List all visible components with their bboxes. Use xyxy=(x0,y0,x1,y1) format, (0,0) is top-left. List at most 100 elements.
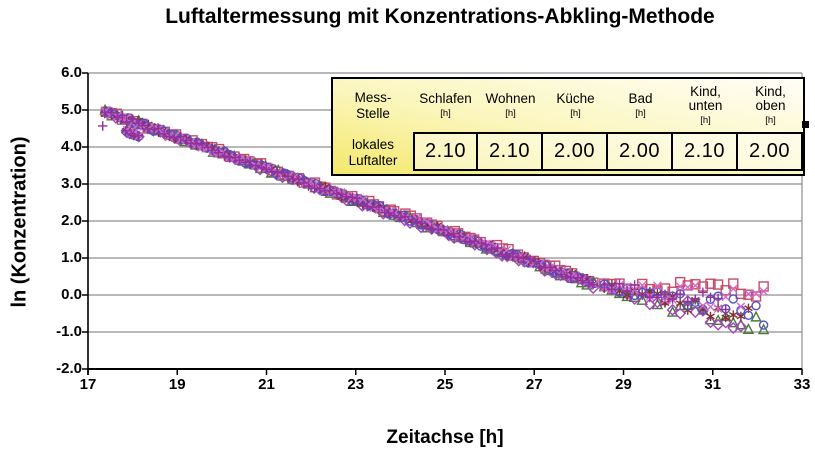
data-point xyxy=(622,286,632,296)
data-point xyxy=(502,251,513,262)
data-point xyxy=(336,189,347,200)
data-point xyxy=(728,284,738,294)
data-point xyxy=(261,164,272,175)
table-col-unit: [h] xyxy=(440,107,451,119)
data-point xyxy=(383,208,394,218)
data-point xyxy=(469,236,480,246)
data-point xyxy=(734,320,747,333)
table-col-name: Wohnen xyxy=(485,91,536,107)
data-point xyxy=(389,210,399,221)
data-point xyxy=(674,307,687,320)
data-point xyxy=(705,278,716,289)
data-point xyxy=(422,217,432,226)
data-point xyxy=(660,289,670,300)
data-point xyxy=(713,304,723,314)
data-point xyxy=(614,279,625,289)
table-col-unit: [h] xyxy=(505,107,516,119)
data-point xyxy=(508,248,518,259)
data-point xyxy=(682,280,693,291)
data-point xyxy=(407,215,417,225)
data-point xyxy=(128,114,138,125)
x-tick-label: 27 xyxy=(525,376,543,393)
data-point xyxy=(675,289,685,299)
table-col-name: Kind, oben xyxy=(755,83,786,114)
table-col-name: Küche xyxy=(556,91,595,107)
data-point xyxy=(324,186,335,196)
table-corner-line2: Stelle xyxy=(356,105,390,121)
data-point xyxy=(497,249,508,260)
data-point xyxy=(704,316,717,329)
y-tick-label: 3.0 xyxy=(61,175,82,192)
data-point xyxy=(758,281,769,292)
table-col-name: Bad xyxy=(628,91,653,107)
data-point xyxy=(636,293,649,305)
x-tick-label: 21 xyxy=(258,376,275,393)
data-point xyxy=(728,294,738,304)
data-point xyxy=(759,287,768,296)
data-point xyxy=(283,171,293,181)
data-point xyxy=(191,138,202,149)
data-point xyxy=(706,311,715,322)
data-point xyxy=(751,300,761,311)
table-value-cell: 2.10 xyxy=(413,132,478,171)
data-point xyxy=(486,244,497,255)
data-point xyxy=(332,188,342,199)
data-point xyxy=(219,151,230,161)
x-tick-label: 23 xyxy=(347,376,365,393)
data-point xyxy=(744,289,753,299)
data-point xyxy=(374,202,384,212)
data-point xyxy=(690,294,701,305)
table-col-unit: [h] xyxy=(765,114,776,126)
data-point xyxy=(583,277,594,288)
table-value-cell: 2.00 xyxy=(736,132,803,171)
data-point xyxy=(454,231,465,242)
x-tick-label: 31 xyxy=(704,376,722,393)
y-tick-label: -1.0 xyxy=(56,323,82,340)
data-point xyxy=(412,216,422,227)
y-tick-label: 5.0 xyxy=(61,101,82,118)
data-point xyxy=(443,230,453,241)
data-point xyxy=(751,289,761,298)
black-square-marker xyxy=(802,121,809,128)
data-point xyxy=(682,296,693,307)
table-col-header: Schlafen [h] xyxy=(413,79,478,132)
table-row-label-line1: lokales xyxy=(351,137,395,153)
data-point xyxy=(683,282,693,292)
data-point xyxy=(464,237,475,247)
data-point xyxy=(712,314,724,325)
data-point xyxy=(588,279,598,290)
data-point xyxy=(256,163,267,173)
table-value-cell: 2.10 xyxy=(476,132,543,171)
data-point xyxy=(691,281,700,290)
data-point xyxy=(347,192,358,203)
data-point xyxy=(706,302,715,312)
y-tick-label: -2.0 xyxy=(56,360,82,377)
data-point xyxy=(97,121,108,131)
data-point xyxy=(117,110,128,121)
table-col-unit: [h] xyxy=(570,107,581,119)
data-point xyxy=(698,301,708,311)
table-col-header: Küche [h] xyxy=(543,79,608,132)
data-point xyxy=(675,282,685,291)
data-point xyxy=(556,269,567,280)
data-point xyxy=(757,323,770,335)
data-point xyxy=(513,252,523,262)
data-point xyxy=(303,181,314,191)
data-point xyxy=(674,299,686,311)
data-point xyxy=(240,157,251,168)
data-point xyxy=(251,160,261,171)
data-point xyxy=(159,129,169,139)
data-point xyxy=(400,211,410,222)
data-point xyxy=(743,310,754,321)
table-col-name: Schlafen xyxy=(419,91,472,107)
data-point xyxy=(629,280,640,290)
data-point xyxy=(652,292,663,303)
table-col-name: Kind, unten xyxy=(688,83,723,114)
data-point xyxy=(492,243,503,253)
data-point xyxy=(719,316,732,329)
table-col-unit: [h] xyxy=(635,107,646,119)
data-point xyxy=(352,193,362,204)
table-col-header: Wohnen [h] xyxy=(478,79,543,132)
data-point xyxy=(266,163,276,173)
table-corner-line1: Mess- xyxy=(354,89,392,105)
